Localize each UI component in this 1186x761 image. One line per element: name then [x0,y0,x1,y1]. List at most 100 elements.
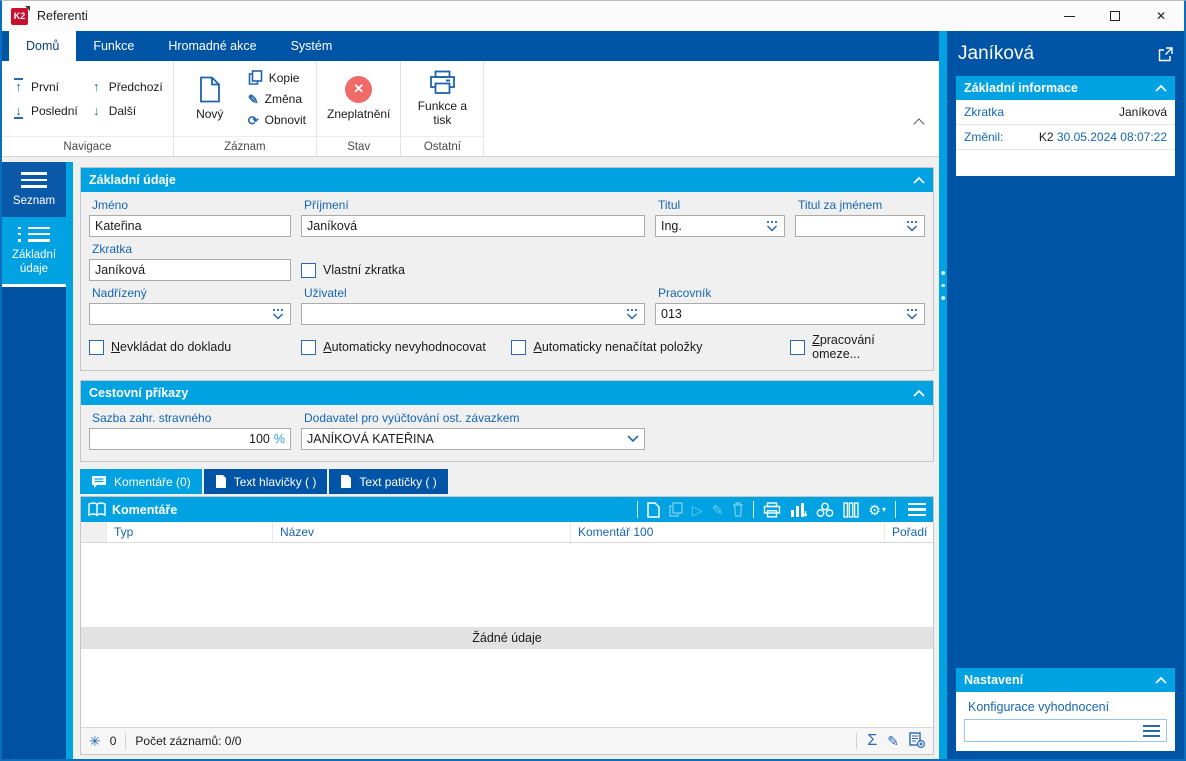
invalidate-label: Zneplatnění [327,106,391,121]
grid-edit-button[interactable]: ✎ [711,501,724,518]
copy-button[interactable]: Kopie [248,70,306,85]
grid-menu-button[interactable] [908,502,926,517]
sidebar-item-zakladni-udaje[interactable]: Základní údaje [2,216,66,288]
column-poradi[interactable]: Pořadí [892,525,928,539]
tab-text-hlavicky[interactable]: Text hlavičky ( ) [203,469,328,494]
ribbon: ↑ První ↓ Poslední ↑ Předchozí [2,61,939,157]
tab-text-paticky[interactable]: Text patičky ( ) [329,469,448,494]
last-button[interactable]: ↓ Poslední [12,103,78,119]
processing-limited-checkbox[interactable]: Zpracování omeze... [790,333,925,361]
worker-label: Pracovník [658,286,712,300]
firstname-field[interactable] [89,215,291,237]
ribbon-tab-system[interactable]: Systém [290,39,333,53]
dropdown-dots-chevron-icon [906,220,918,232]
surname-field[interactable] [301,215,645,237]
form-content: Základní údaje Jméno [73,162,939,759]
info-value: Janíková [1118,105,1167,119]
collapse-chevron-icon[interactable] [1155,676,1167,684]
info-row-zmenil: Změnil: K2 30.05.2024 08:07:22 [956,125,1175,150]
grid-footer: ✳ 0 Počet záznamů: 0/0 Σ ✎ [81,727,933,754]
grid-workflow-button[interactable] [816,502,834,518]
invalidate-button[interactable]: ✕ Zneplatnění [327,75,391,122]
open-external-icon[interactable] [1158,46,1173,62]
ribbon-collapse-chevron-icon[interactable] [913,118,925,130]
meal-rate-field[interactable]: 100 % [89,428,291,450]
collapse-chevron-icon[interactable] [913,389,925,397]
ribbon-tab-funkce[interactable]: Funkce [93,39,135,53]
flag-asterisk-icon[interactable]: ✳ [89,733,101,749]
ribbon-tab-domu[interactable]: Domů [9,31,77,61]
tab-komentare[interactable]: Komentáře (0) [80,469,202,494]
sum-button[interactable]: Σ [867,732,878,749]
book-icon [88,502,106,517]
grid-columns-button[interactable] [843,501,860,518]
config-menu-icon[interactable] [1143,724,1160,737]
comment-bubble-icon [92,475,106,488]
functions-print-button[interactable]: Funkce a tisk [411,70,473,128]
group-label-zaznam: Záznam [173,136,316,156]
own-abbreviation-checkbox[interactable]: Vlastní zkratka [301,259,405,281]
abbreviation-field[interactable] [89,259,291,281]
grid-delete-button[interactable] [732,502,744,517]
new-label: Nový [196,106,224,121]
ribbon-group-zaznam: Nový Kopie ✎ [173,61,317,156]
sidebar-item-seznam[interactable]: Seznam [2,162,66,217]
panel-splitter[interactable] [939,31,947,759]
superior-dropdown[interactable] [89,303,291,325]
title-bar: K2 Referenti ✕ [2,1,1184,31]
grid-body[interactable]: Žádné údaje [81,543,933,727]
last-label: Poslední [31,103,78,118]
footer-separator [856,733,858,749]
ribbon-group-ostatni: Funkce a tisk Ostatní [401,61,485,156]
maximize-button[interactable] [1092,1,1138,31]
column-typ[interactable]: Typ [107,522,273,542]
close-button[interactable]: ✕ [1138,1,1184,31]
ribbon-group-stav: ✕ Zneplatnění Stav [317,61,402,156]
column-nazev[interactable]: Název [273,522,571,542]
meal-rate-label: Sazba zahr. stravného [92,411,212,425]
auto-no-evaluate-checkbox[interactable]: Automaticky nevyhodnocovat [301,333,511,361]
grid-copy-button[interactable] [669,502,683,517]
title-after-dropdown[interactable] [795,215,925,237]
no-insert-document-checkbox[interactable]: Nevkládat do dokladu [89,333,301,361]
first-icon: ↑ [12,78,25,93]
worker-dropdown[interactable]: 013 [655,303,925,325]
travel-orders-panel-header: Cestovní příkazy [81,381,933,405]
minimize-button[interactable] [1046,1,1092,31]
edit-button[interactable]: ✎ Změna [248,92,306,106]
grid-toolbar: ▷ ✎ [636,501,926,518]
first-button[interactable]: ↑ První [12,78,78,94]
new-button[interactable]: Nový [184,76,236,122]
column-selector[interactable] [81,522,107,542]
refresh-button[interactable]: ⟳ Obnovit [248,113,306,127]
user-dropdown[interactable] [301,303,645,325]
next-button[interactable]: ↓ Další [90,104,163,118]
previous-button[interactable]: ↑ Předchozí [90,80,163,94]
ribbon-tabstrip: Domů Funkce Hromadné akce Systém [2,31,939,61]
grid-chart-button[interactable] [790,502,808,518]
new-document-icon [647,501,660,518]
arrow-down-icon: ↓ [92,103,100,118]
quick-edit-button[interactable]: ✎ [887,733,899,749]
collapse-chevron-icon[interactable] [1155,84,1167,92]
grid-run-button[interactable]: ▷ [691,501,703,518]
document-icon [341,475,352,488]
config-evaluation-field[interactable] [964,719,1167,742]
dropdown-dots-chevron-icon [626,308,638,320]
column-komentar[interactable]: Komentář 100 [571,522,885,542]
flag-count: 0 [109,734,117,748]
surname-label: Příjmení [304,198,349,212]
checkbox-icon [301,262,316,278]
auto-no-load-items-checkbox[interactable]: Automaticky nenačítat položky [511,333,790,361]
checkbox-icon [301,339,317,355]
grid-print-button[interactable] [763,501,781,518]
worker-value: 013 [661,307,682,321]
collapse-chevron-icon[interactable] [913,176,925,184]
add-record-button[interactable] [909,731,926,751]
group-label-navigace: Navigace [2,136,173,156]
grid-settings-button[interactable]: ⚙ ▾ [868,503,886,517]
title-dropdown[interactable]: Ing. [655,215,785,237]
ribbon-tab-hromadne-akce[interactable]: Hromadné akce [168,39,257,53]
supplier-combobox[interactable]: JANÍKOVÁ KATEŘINA [301,428,645,450]
grid-new-button[interactable] [647,501,660,518]
